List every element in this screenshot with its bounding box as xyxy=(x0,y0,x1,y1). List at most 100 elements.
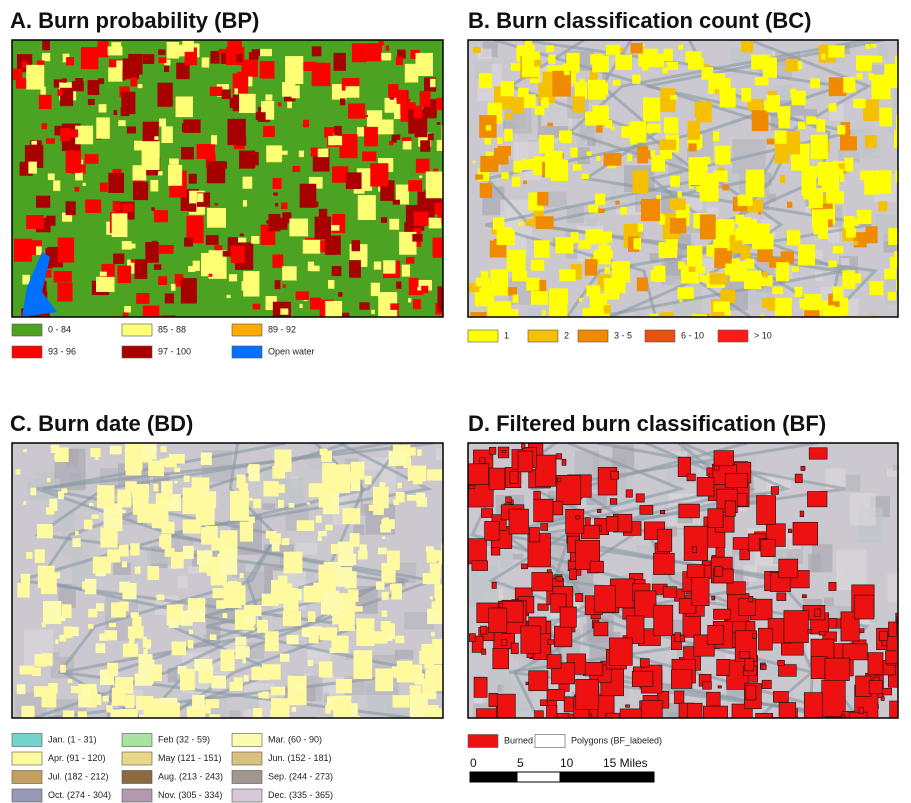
map-patch xyxy=(898,282,906,293)
map-patch xyxy=(240,234,244,237)
map-patch xyxy=(745,259,754,269)
map-patch xyxy=(161,126,172,143)
map-patch xyxy=(529,671,548,691)
map-patch xyxy=(124,306,131,313)
map-patch xyxy=(746,621,755,631)
map-patch xyxy=(659,242,678,258)
map-patch xyxy=(210,87,223,96)
map-patch xyxy=(249,52,259,60)
map-patch xyxy=(718,686,721,688)
map-patch xyxy=(210,634,217,640)
map-patch xyxy=(158,171,163,175)
map-patch xyxy=(331,225,339,231)
map-patch xyxy=(502,450,506,452)
map-patch xyxy=(762,680,771,688)
map-patch xyxy=(605,267,610,274)
map-patch xyxy=(169,158,179,164)
map-patch xyxy=(42,40,50,50)
map-patch xyxy=(370,163,388,186)
map-patch xyxy=(85,154,99,164)
map-patch xyxy=(437,286,454,311)
map-patch xyxy=(521,564,527,569)
map-patch xyxy=(606,45,620,55)
map-patch xyxy=(603,232,612,243)
map-patch xyxy=(821,54,825,59)
map-patch xyxy=(142,444,156,460)
map-patch xyxy=(128,626,144,638)
map-patch xyxy=(282,266,296,280)
map-patch xyxy=(635,591,656,617)
map-patch xyxy=(480,156,498,172)
map-patch xyxy=(713,131,719,141)
map-patch xyxy=(643,98,660,122)
map-patch xyxy=(137,504,152,523)
map-patch xyxy=(303,120,309,128)
map-patch xyxy=(786,59,798,71)
map-patch xyxy=(188,640,194,649)
map-patch xyxy=(85,200,101,213)
map-patch xyxy=(158,276,167,285)
map-patch xyxy=(833,286,843,301)
legend-swatch xyxy=(122,734,152,747)
map-patch xyxy=(88,609,97,618)
map-patch xyxy=(103,696,109,702)
map-patch xyxy=(48,173,55,180)
map-patch xyxy=(90,690,98,700)
map-patch xyxy=(837,125,845,134)
scale-segment xyxy=(470,772,517,782)
map-patch xyxy=(207,562,215,575)
map-patch xyxy=(273,484,285,493)
map xyxy=(12,40,454,335)
map-patch xyxy=(693,547,697,553)
map-patch xyxy=(611,277,625,293)
map-patch xyxy=(566,509,584,533)
map-patch xyxy=(325,236,341,255)
map-patch xyxy=(138,654,152,673)
map-patch xyxy=(221,649,235,671)
map-patch xyxy=(59,635,66,642)
map-patch xyxy=(499,603,503,607)
map-patch xyxy=(307,502,310,504)
map-patch xyxy=(771,487,778,495)
map-patch xyxy=(128,54,142,75)
map-patch xyxy=(100,183,108,192)
map-patch xyxy=(573,164,582,171)
map-patch xyxy=(133,165,147,180)
map-patch xyxy=(547,705,557,721)
map-patch xyxy=(206,235,219,245)
map-patch xyxy=(102,264,115,279)
map-patch xyxy=(253,304,261,310)
map-patch xyxy=(741,88,751,102)
map-patch xyxy=(273,178,282,189)
map-patch xyxy=(358,195,376,220)
map-patch xyxy=(670,218,686,233)
map-patch xyxy=(71,686,82,693)
map-patch xyxy=(897,297,911,313)
map-patch xyxy=(119,545,129,557)
scale-label: 5 xyxy=(517,756,524,770)
map-patch xyxy=(604,305,611,314)
legend-label: Mar. (60 - 90) xyxy=(268,734,322,744)
map-patch xyxy=(88,80,100,95)
map-patch xyxy=(46,138,55,143)
map xyxy=(468,40,911,337)
map-patch xyxy=(687,245,702,266)
map-patch xyxy=(201,452,212,465)
map-patch xyxy=(809,188,823,208)
map-patch xyxy=(23,501,26,505)
map-patch xyxy=(147,566,159,580)
map-patch xyxy=(54,271,72,283)
map-patch xyxy=(90,448,100,457)
map-patch xyxy=(300,304,303,308)
map-patch xyxy=(396,282,401,289)
map-patch xyxy=(316,516,322,523)
map-patch xyxy=(99,104,107,112)
map-patch xyxy=(113,201,121,211)
map-patch xyxy=(17,684,26,694)
map-patch xyxy=(649,314,658,327)
map-patch xyxy=(406,257,414,264)
map-patch xyxy=(708,509,723,528)
map-patch xyxy=(211,135,217,144)
map-patch xyxy=(521,626,541,653)
map-patch xyxy=(207,208,226,228)
